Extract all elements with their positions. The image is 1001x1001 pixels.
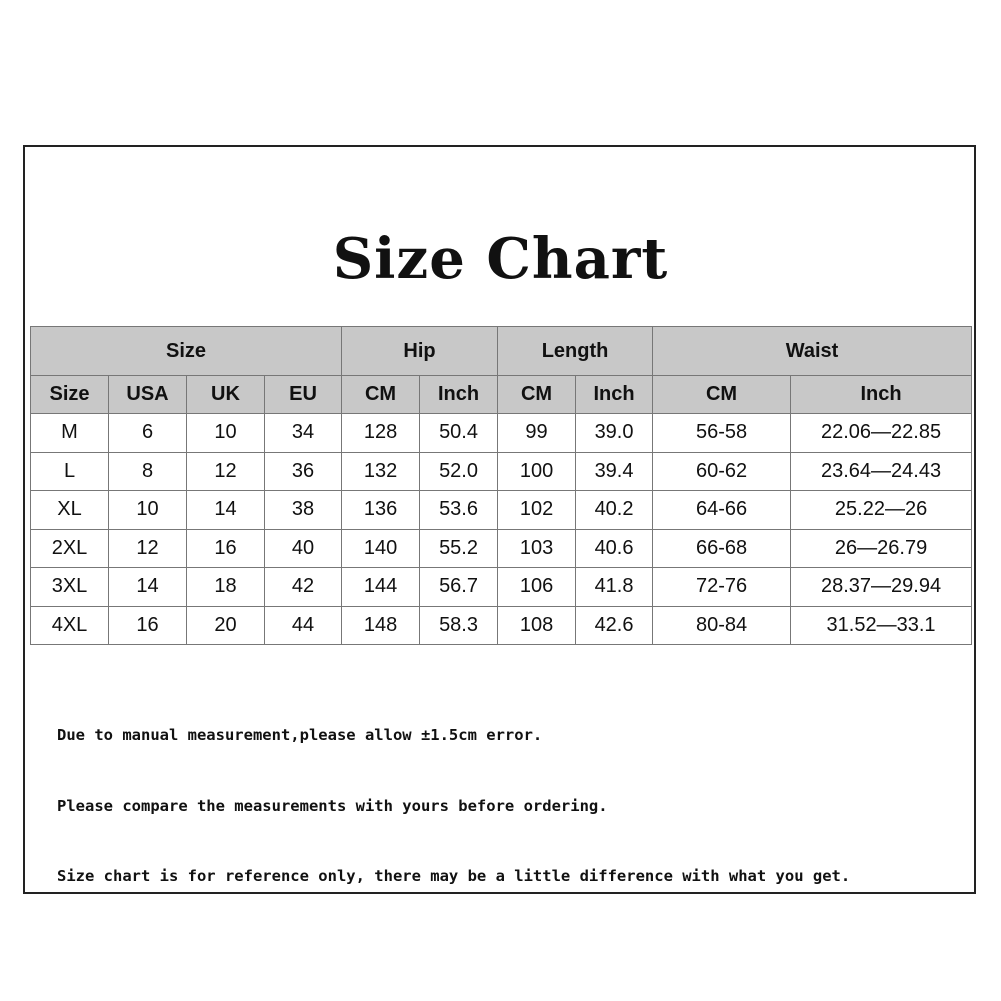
note-line: Due to manual measurement,please allow ±… bbox=[57, 726, 543, 744]
table-cell: 31.52—33.1 bbox=[790, 605, 973, 645]
table-cell: 22.06—22.85 bbox=[790, 413, 973, 453]
table-cell: 50.4 bbox=[419, 413, 499, 453]
table-cell: 38 bbox=[263, 490, 343, 530]
table-cell: 103 bbox=[497, 528, 577, 568]
table-cell: 8 bbox=[108, 451, 187, 491]
table-cell: 40 bbox=[263, 528, 343, 568]
table-cell: 60-62 bbox=[652, 451, 792, 491]
table-cell: 16 bbox=[186, 528, 265, 568]
table-cell: 132 bbox=[341, 451, 421, 491]
table-cell: 56-58 bbox=[652, 413, 792, 453]
table-cell: 148 bbox=[341, 605, 421, 645]
table-cell: 72-76 bbox=[652, 567, 792, 607]
table-row: 4XL 16 20 44 148 58.3 108 42.6 80-84 31.52—33.1 bbox=[30, 605, 973, 645]
table-cell: 128 bbox=[341, 413, 421, 453]
table-cell: 4XL bbox=[30, 605, 109, 645]
table-cell: 42.6 bbox=[575, 605, 654, 645]
table-cell: 23.64—24.43 bbox=[790, 451, 973, 491]
page-title: Size Chart bbox=[332, 226, 669, 292]
sub-header-cell: UK bbox=[186, 375, 265, 414]
sub-header-cell: EU bbox=[263, 375, 343, 414]
note-line: Size chart is for reference only, there … bbox=[57, 867, 851, 885]
table-cell: 25.22—26 bbox=[790, 490, 973, 530]
sub-header-cell: Size bbox=[30, 375, 109, 414]
group-header-cell: Hip bbox=[341, 326, 499, 376]
table-row: L 8 12 36 132 52.0 100 39.4 60-62 23.64—24.43 bbox=[30, 451, 973, 491]
table-row: M 6 10 34 128 50.4 99 39.0 56-58 22.06—22.85 bbox=[30, 413, 973, 453]
table-cell: 10 bbox=[108, 490, 187, 530]
table-cell: 41.8 bbox=[575, 567, 654, 607]
sub-header-cell: Inch bbox=[790, 375, 973, 414]
table-cell: 16 bbox=[108, 605, 187, 645]
table-cell: M bbox=[30, 413, 109, 453]
table-cell: 52.0 bbox=[419, 451, 499, 491]
chart-frame bbox=[23, 145, 976, 894]
group-header-cell: Size bbox=[29, 326, 343, 376]
table-cell: 56.7 bbox=[419, 567, 499, 607]
table-cell: 6 bbox=[108, 413, 187, 453]
sub-header-cell: Inch bbox=[419, 375, 499, 414]
table-cell: 58.3 bbox=[419, 605, 499, 645]
table-cell: 144 bbox=[341, 567, 421, 607]
table-cell: 64-66 bbox=[652, 490, 792, 530]
table-cell: 100 bbox=[497, 451, 577, 491]
table-cell: 136 bbox=[341, 490, 421, 530]
table-cell: 26—26.79 bbox=[790, 528, 973, 568]
table-row: 3XL 14 18 42 144 56.7 106 41.8 72-76 28.37—29.94 bbox=[30, 567, 973, 607]
table-cell: 14 bbox=[108, 567, 187, 607]
table-cell: 53.6 bbox=[419, 490, 499, 530]
table-cell: 3XL bbox=[30, 567, 109, 607]
sub-header-cell: Inch bbox=[575, 375, 654, 414]
table-cell: 102 bbox=[497, 490, 577, 530]
sub-header-cell: USA bbox=[108, 375, 187, 414]
group-header-cell: Length bbox=[497, 326, 654, 376]
table-cell: 12 bbox=[186, 451, 265, 491]
sub-header-cell: CM bbox=[652, 375, 792, 414]
table-cell: 99 bbox=[497, 413, 577, 453]
table-cell: 40.6 bbox=[575, 528, 654, 568]
table-cell: 140 bbox=[341, 528, 421, 568]
table-cell: 34 bbox=[263, 413, 343, 453]
table-cell: L bbox=[30, 451, 109, 491]
table-row: XL 10 14 38 136 53.6 102 40.2 64-66 25.22—26 bbox=[30, 490, 973, 530]
table-cell: 36 bbox=[263, 451, 343, 491]
table-cell: 2XL bbox=[30, 528, 109, 568]
size-table: Size Hip Length Waist Size USA UK EU CM Inch CM Inc… bbox=[29, 326, 973, 645]
table-cell: 108 bbox=[497, 605, 577, 645]
sub-header-cell: CM bbox=[497, 375, 577, 414]
notes: Due to manual measurement,please allow ±… bbox=[57, 677, 850, 912]
table-cell: 10 bbox=[186, 413, 265, 453]
table-cell: 40.2 bbox=[575, 490, 654, 530]
table-cell: 106 bbox=[497, 567, 577, 607]
table-row: 2XL 12 16 40 140 55.2 103 40.6 66-68 26—26.79 bbox=[30, 528, 973, 568]
sub-header-cell: CM bbox=[341, 375, 421, 414]
table-cell: 14 bbox=[186, 490, 265, 530]
table-cell: 39.4 bbox=[575, 451, 654, 491]
table-cell: 80-84 bbox=[652, 605, 792, 645]
table-cell: 18 bbox=[186, 567, 265, 607]
sub-header-row: Size USA UK EU CM Inch CM Inch CM Inch bbox=[30, 375, 973, 414]
table-cell: 12 bbox=[108, 528, 187, 568]
table-cell: 66-68 bbox=[652, 528, 792, 568]
table-cell: 42 bbox=[263, 567, 343, 607]
table-cell: 20 bbox=[186, 605, 265, 645]
table-cell: 39.0 bbox=[575, 413, 654, 453]
group-header-row: Size Hip Length Waist bbox=[29, 326, 973, 376]
table-cell: 55.2 bbox=[419, 528, 499, 568]
note-line: Please compare the measurements with you… bbox=[57, 796, 608, 815]
group-header-cell: Waist bbox=[652, 326, 973, 376]
table-cell: 28.37—29.94 bbox=[790, 567, 973, 607]
table-cell: 44 bbox=[263, 605, 343, 645]
table-cell: XL bbox=[30, 490, 109, 530]
